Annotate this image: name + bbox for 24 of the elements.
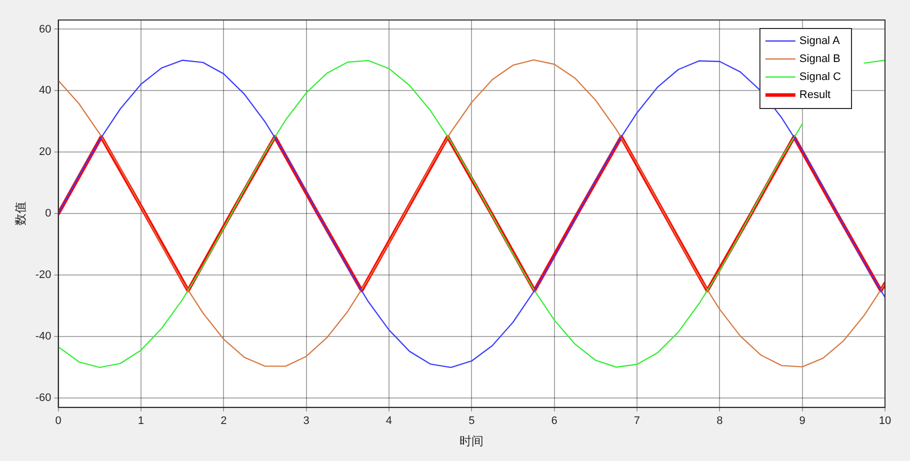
legend-label: Result <box>799 89 831 102</box>
y-tick-label: -20 <box>35 269 52 282</box>
x-tick-label: 7 <box>634 415 640 428</box>
x-tick-label: 10 <box>878 415 892 428</box>
legend-label: Signal C <box>799 71 842 84</box>
legend-label: Signal A <box>799 35 840 48</box>
y-tick-label: 60 <box>39 23 52 36</box>
x-tick-label: 2 <box>220 415 227 428</box>
y-tick-label: -40 <box>35 330 52 343</box>
y-tick-label: -60 <box>35 392 52 404</box>
x-tick-label: 4 <box>386 415 392 428</box>
x-axis-title: 时间 <box>460 434 484 448</box>
x-tick-label: 8 <box>716 415 723 428</box>
y-tick-label: 0 <box>45 208 52 220</box>
legend-label: Signal B <box>799 53 840 66</box>
x-tick-label: 5 <box>468 415 475 428</box>
x-tick-label: 6 <box>551 415 558 428</box>
x-tick-label: 0 <box>55 415 62 428</box>
y-tick-label: 20 <box>39 146 52 158</box>
x-tick-label: 9 <box>799 415 806 428</box>
x-tick-label: 1 <box>138 415 144 428</box>
y-axis-title: 数值 <box>14 202 28 226</box>
x-tick-label: 3 <box>303 415 310 428</box>
y-tick-label: 40 <box>39 84 52 97</box>
